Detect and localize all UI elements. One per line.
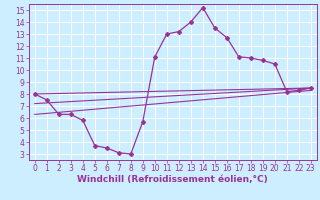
X-axis label: Windchill (Refroidissement éolien,°C): Windchill (Refroidissement éolien,°C) <box>77 175 268 184</box>
